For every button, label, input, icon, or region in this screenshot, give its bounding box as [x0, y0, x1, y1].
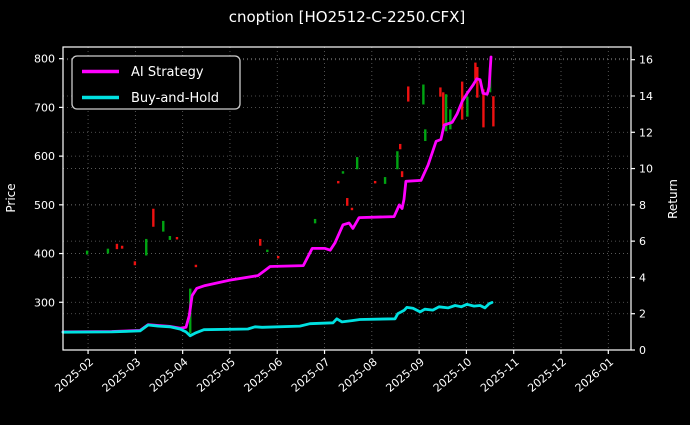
candle-up	[85, 250, 89, 255]
date-tick-label: 2026-01	[573, 355, 617, 395]
candle-down	[259, 238, 262, 246]
candle-up	[162, 220, 165, 232]
candle-up	[449, 109, 452, 130]
chart-title: cnoption [HO2512-C-2250.CFX]	[229, 8, 466, 26]
candle-down	[492, 96, 495, 127]
candle-down	[350, 207, 354, 211]
candle-down	[442, 92, 445, 127]
candle-down	[194, 264, 198, 268]
candle-down	[152, 208, 155, 227]
price-tick-label: 800	[34, 53, 55, 66]
candle-down	[474, 62, 477, 80]
return-tick-label: 0	[639, 344, 646, 357]
candle-down	[439, 87, 442, 97]
candle-down	[175, 236, 179, 240]
candle-down	[276, 255, 280, 259]
price-tick-label: 700	[34, 101, 55, 114]
date-tick-label: 2025-06	[242, 355, 286, 395]
legend: AI Strategy Buy-and-Hold	[71, 55, 241, 110]
date-tick-label: 2025-02	[52, 355, 96, 395]
candle-down	[133, 261, 137, 266]
return-tick-label: 10	[639, 163, 653, 176]
date-tick-label: 2025-11	[478, 355, 522, 395]
candle-up	[168, 236, 172, 240]
candle-down	[115, 243, 119, 250]
candle-down	[399, 143, 402, 150]
return-tick-label: 14	[639, 90, 653, 103]
candle-up	[424, 129, 427, 142]
series-line-ai-strategy	[61, 55, 493, 334]
candle-up	[106, 248, 110, 254]
candle-up	[145, 238, 148, 256]
return-tick-label: 12	[639, 126, 653, 139]
plot-border	[62, 46, 632, 351]
candle-down	[482, 89, 485, 128]
date-tick-label: 2025-08	[336, 355, 380, 395]
return-tick-label: 8	[639, 199, 646, 212]
legend-buy-and-hold-label: Buy-and-Hold	[131, 91, 219, 106]
candle-up	[355, 157, 359, 170]
return-tick-label: 16	[639, 54, 653, 67]
price-tick-label: 300	[34, 296, 55, 309]
candle-up	[313, 218, 317, 224]
return-tick-label: 4	[639, 271, 646, 284]
price-tick-label: 400	[34, 248, 55, 261]
candle-up	[466, 96, 469, 117]
candle-down	[373, 180, 377, 184]
series-lines	[61, 55, 494, 338]
date-tick-label: 2025-09	[383, 355, 427, 395]
return-tick-label: 6	[639, 235, 646, 248]
candle-up	[396, 151, 399, 170]
date-tick-label: 2025-04	[147, 355, 191, 395]
candle-down	[476, 66, 479, 98]
candle-up	[341, 171, 345, 174]
date-tick-label: 2025-10	[431, 355, 475, 395]
date-tick-label: 2025-07	[289, 355, 333, 395]
candle-down	[407, 86, 410, 102]
candle-down	[120, 245, 124, 249]
date-tick-label: 2025-03	[100, 355, 144, 395]
candle-down	[337, 180, 340, 184]
candle-up	[383, 177, 387, 184]
candle-up	[266, 249, 269, 253]
legend-ai-strategy-label: AI Strategy	[131, 65, 204, 80]
return-axis-label: Return	[666, 179, 680, 219]
candle-up	[444, 94, 448, 132]
candle-down	[346, 198, 349, 206]
date-tick-label: 2025-05	[194, 355, 238, 395]
candle-down	[400, 171, 404, 178]
price-tick-label: 500	[34, 199, 55, 212]
candle-up	[422, 84, 425, 105]
return-tick-label: 2	[639, 308, 646, 321]
date-tick-label: 2025-12	[525, 355, 569, 395]
price-axis-label: Price	[4, 183, 18, 212]
series-line-buy-and-hold	[61, 301, 494, 338]
price-tick-label: 600	[34, 150, 55, 163]
axis-ticks	[59, 58, 635, 354]
